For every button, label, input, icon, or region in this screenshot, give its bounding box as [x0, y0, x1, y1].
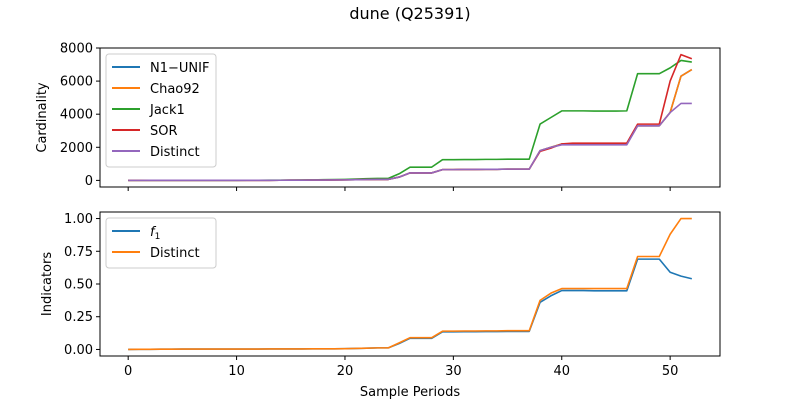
y-tick-label: 4000	[60, 108, 93, 123]
y-axis-label: Cardinality	[35, 82, 50, 153]
series-line-distinct	[128, 217, 692, 351]
legend-label: Distinct	[150, 246, 200, 261]
y-tick-label: 0.75	[64, 245, 93, 260]
y-tick-label: 8000	[60, 42, 93, 57]
bottom-subplot: 0.00 0.25 0.50 0.75 1.00 0 10 20 30 40 50 Indicator…	[40, 211, 721, 379]
legend-label: Jack1	[149, 103, 185, 118]
x-tick-label: 10	[228, 364, 245, 379]
x-tick-label: 30	[445, 364, 462, 379]
legend-box	[105, 53, 217, 168]
top-subplot: 0 2000 4000 6000 8000 Cardinality N1−UNIF Chao9…	[35, 42, 721, 191]
y-tick-label: 6000	[60, 75, 93, 90]
y-axis-label: Indicators	[40, 252, 55, 316]
legend-label: Chao92	[150, 82, 200, 97]
x-axis-label: Sample Periods	[360, 385, 460, 400]
y-tick-label: 0.00	[64, 343, 93, 358]
axes-frame	[99, 47, 721, 188]
figure-title: dune (Q25391)	[349, 4, 470, 23]
x-tick-label: 20	[337, 364, 354, 379]
x-tick-label: 0	[124, 364, 132, 379]
series-line-distinct	[128, 102, 692, 182]
y-tick-label: 1.00	[64, 212, 93, 227]
y-tick-label: 0.25	[64, 310, 93, 325]
x-tick-label: 40	[553, 364, 570, 379]
y-tick-label: 0	[85, 174, 93, 189]
legend-label: N1−UNIF	[150, 61, 209, 76]
legend-label: Distinct	[150, 145, 200, 160]
x-tick-label: 50	[662, 364, 679, 379]
legend-label: f1	[150, 225, 160, 242]
y-tick-label: 0.50	[64, 278, 93, 293]
legend-label: SOR	[150, 124, 178, 139]
y-tick-label: 2000	[60, 141, 93, 156]
